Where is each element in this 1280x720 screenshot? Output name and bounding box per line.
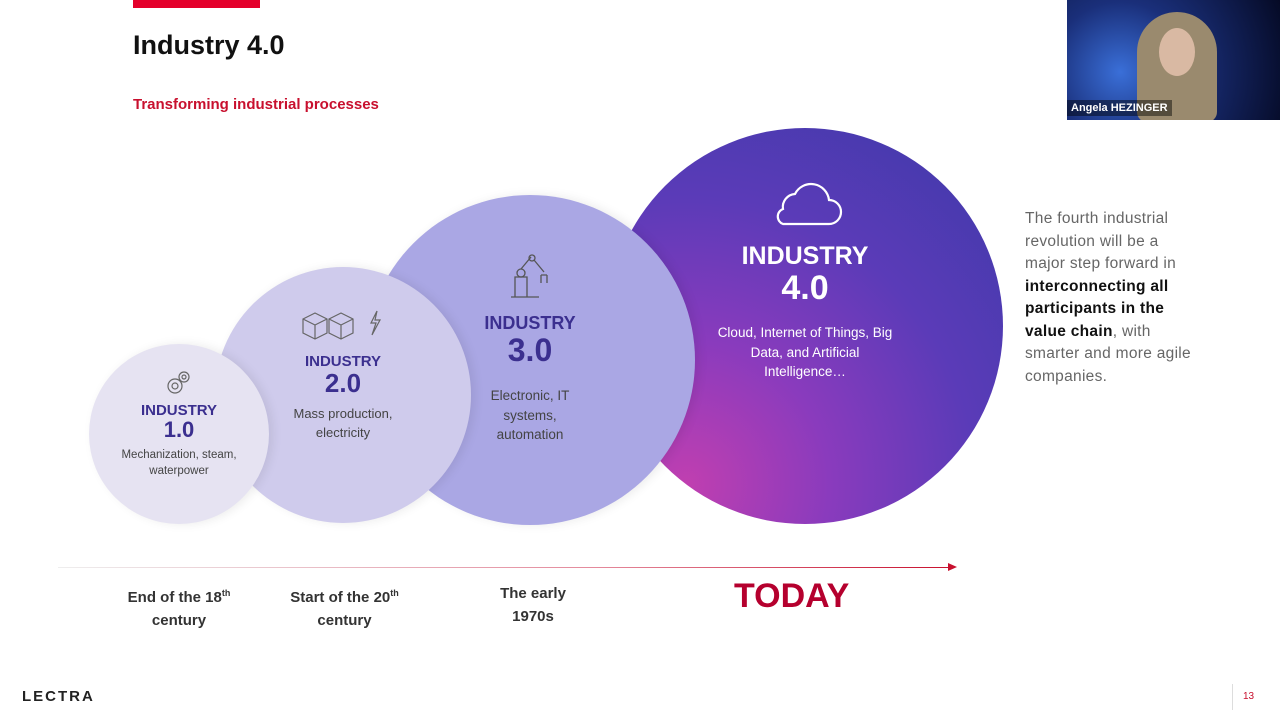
slide-subtitle: Transforming industrial processes: [133, 96, 379, 113]
industry-version: 3.0: [507, 332, 553, 368]
industry-label: INDUSTRY: [484, 313, 576, 333]
industry-1-circle: INDUSTRY 1.0 Mechanization, steam, water…: [89, 344, 269, 524]
timeline-label-1970s: The early 1970s: [500, 585, 566, 625]
industry-label: INDUSTRY: [140, 402, 218, 419]
timeline-line: [58, 567, 953, 568]
industry-4-circle: INDUSTRY 4.0 Cloud, Internet of Things, …: [607, 128, 1003, 524]
participant-video[interactable]: Angela HEZINGER: [1067, 0, 1280, 120]
page-number: 13: [1232, 684, 1254, 710]
industry-version: 4.0: [781, 269, 829, 307]
industry-version: 2.0: [324, 368, 362, 398]
timeline-label-20th: Start of the 20th century: [290, 588, 399, 629]
slide-title: Industry 4.0: [133, 30, 285, 60]
accent-bar: [133, 0, 260, 8]
industry-description: Cloud, Internet of Things, Big Data, and…: [717, 325, 893, 379]
side-description: The fourth industrial revolution will be…: [1025, 210, 1191, 385]
industry-label: INDUSTRY: [304, 353, 382, 370]
timeline-arrow-icon: [948, 563, 957, 571]
industry-version: 1.0: [163, 417, 195, 442]
lectra-logo: LECTRA: [22, 688, 95, 705]
robot-arm-icon: [511, 254, 548, 298]
industry-description: Mass production, electricity: [293, 406, 393, 440]
gears-icon: [167, 371, 190, 394]
boxes-lightning-icon: [302, 310, 381, 340]
cloud-icon: [776, 182, 843, 226]
timeline-label-today: TODAY: [734, 577, 850, 615]
timeline-label-18th: End of the 18th century: [127, 588, 231, 629]
participant-face: [1159, 28, 1195, 76]
industry-description: Electronic, IT systems, automation: [490, 388, 570, 442]
participant-name: Angela HEZINGER: [1067, 100, 1172, 116]
industry-description: Mechanization, steam, waterpower: [121, 449, 237, 477]
industry-label: INDUSTRY: [741, 242, 869, 270]
